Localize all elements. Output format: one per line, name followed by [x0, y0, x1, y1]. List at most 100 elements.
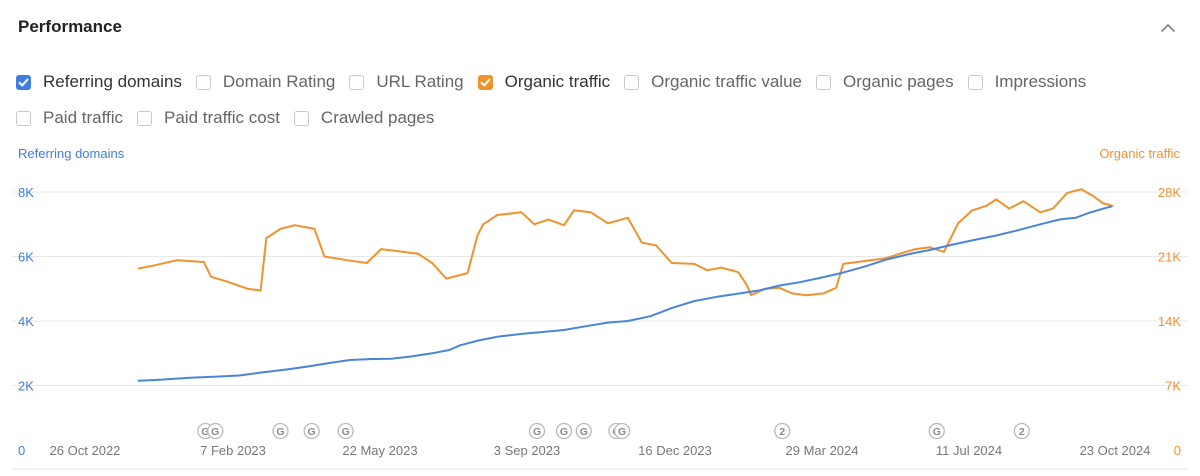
data-point [176, 259, 178, 262]
metric-organic-traffic-value[interactable]: Organic traffic value [624, 72, 802, 92]
x-tick-label: 16 Dec 2023 [638, 443, 712, 458]
metric-checkbox[interactable] [16, 110, 31, 126]
data-point [445, 277, 448, 280]
chevron-up-icon[interactable] [1158, 18, 1178, 38]
x-tick-label: 7 Feb 2023 [200, 443, 266, 458]
metric-checkbox[interactable] [293, 110, 309, 126]
metric-label: Referring domains [43, 72, 182, 91]
annotation-marker [555, 422, 573, 440]
right-tick-label: 14K [1158, 314, 1181, 329]
data-point [466, 272, 469, 274]
right-axis-title: Organic traffic [1099, 146, 1180, 161]
data-point [497, 335, 500, 338]
annotation-label: G [560, 426, 568, 438]
data-point [626, 216, 629, 219]
data-point [137, 379, 140, 382]
metric-checkbox[interactable] [349, 74, 365, 90]
x-tick-label: 29 Mar 2024 [786, 443, 859, 458]
metric-url-rating[interactable]: URL Rating [349, 72, 464, 92]
data-point [309, 365, 312, 368]
data-point [856, 261, 859, 263]
x-tick-label: 23 Oct 2024 [1080, 443, 1151, 458]
data-point [655, 244, 658, 247]
data-point [380, 248, 383, 251]
data-point [1101, 207, 1104, 210]
data-point [538, 331, 541, 334]
data-point [865, 265, 867, 268]
data-point [476, 234, 479, 237]
metric-domain-rating[interactable]: Domain Rating [195, 72, 335, 92]
metric-checkbox[interactable] [816, 74, 831, 90]
metric-checkbox[interactable] [477, 74, 493, 90]
data-point [607, 321, 609, 324]
metric-paid-traffic[interactable]: Paid traffic [16, 108, 123, 128]
data-point [1066, 192, 1069, 194]
metric-checkbox[interactable] [137, 110, 153, 126]
data-point [951, 243, 954, 246]
data-point [899, 252, 901, 255]
data-point [293, 224, 296, 227]
data-point [137, 267, 140, 270]
data-point [737, 271, 740, 274]
data-point [448, 349, 451, 351]
data-point [758, 289, 761, 292]
metric-impressions[interactable]: Impressions [967, 72, 1086, 92]
metric-paid-traffic-cost[interactable]: Paid traffic cost [137, 108, 280, 128]
metric-checkbox[interactable] [195, 74, 211, 90]
data-point [533, 223, 536, 226]
data-point [573, 209, 575, 212]
data-point [641, 241, 643, 244]
data-point [818, 277, 821, 280]
data-point [670, 262, 673, 264]
right-tick-label: 0 [1174, 443, 1181, 458]
left-tick-label: 8K [18, 185, 34, 200]
annotation-label: G [933, 426, 941, 438]
data-point [928, 246, 931, 249]
data-point [563, 224, 565, 227]
data-point [238, 374, 241, 377]
data-point [737, 292, 740, 295]
data-point [482, 223, 485, 226]
data-point [563, 329, 565, 331]
data-point [805, 294, 808, 297]
data-point [716, 295, 718, 298]
annotation-marker [207, 422, 224, 440]
metric-organic-traffic[interactable]: Organic traffic [477, 72, 610, 92]
checkmark-icon [480, 78, 491, 86]
data-point [649, 315, 652, 318]
data-point [431, 262, 434, 264]
x-tick-label: 22 May 2023 [342, 443, 417, 458]
data-point [884, 258, 887, 261]
metric-crawled-pages[interactable]: Crawled pages [293, 108, 435, 128]
left-tick-label: 6K [18, 250, 34, 265]
data-point [842, 271, 845, 274]
metric-checkbox[interactable] [967, 74, 983, 90]
metric-row-1: Referring domains Domain Rating URL Rating… [16, 64, 1186, 100]
data-point [478, 339, 480, 342]
metric-label: Paid traffic cost [164, 108, 280, 127]
data-point [1080, 188, 1083, 191]
data-point [188, 376, 191, 379]
right-tick-label: 7K [1165, 379, 1181, 394]
metric-checkbox[interactable] [16, 74, 31, 90]
annotation-label: G [211, 426, 219, 438]
checkmark-icon [18, 78, 29, 86]
data-point [246, 287, 249, 290]
data-point [908, 253, 911, 255]
annotation-label: G [308, 426, 316, 438]
data-point [670, 307, 673, 309]
metric-label: Crawled pages [320, 108, 435, 127]
data-point [1039, 211, 1042, 214]
metric-label: Paid traffic [43, 108, 124, 127]
data-point [720, 266, 723, 269]
data-point [431, 352, 434, 355]
data-point [279, 227, 282, 230]
data-point [745, 284, 748, 286]
data-point [159, 378, 161, 381]
metric-checkbox[interactable] [624, 74, 640, 90]
metric-referring-domains[interactable]: Referring domains [16, 72, 182, 92]
data-point [778, 286, 781, 289]
metric-organic-pages[interactable]: Organic pages [816, 72, 954, 92]
data-point [259, 289, 262, 292]
